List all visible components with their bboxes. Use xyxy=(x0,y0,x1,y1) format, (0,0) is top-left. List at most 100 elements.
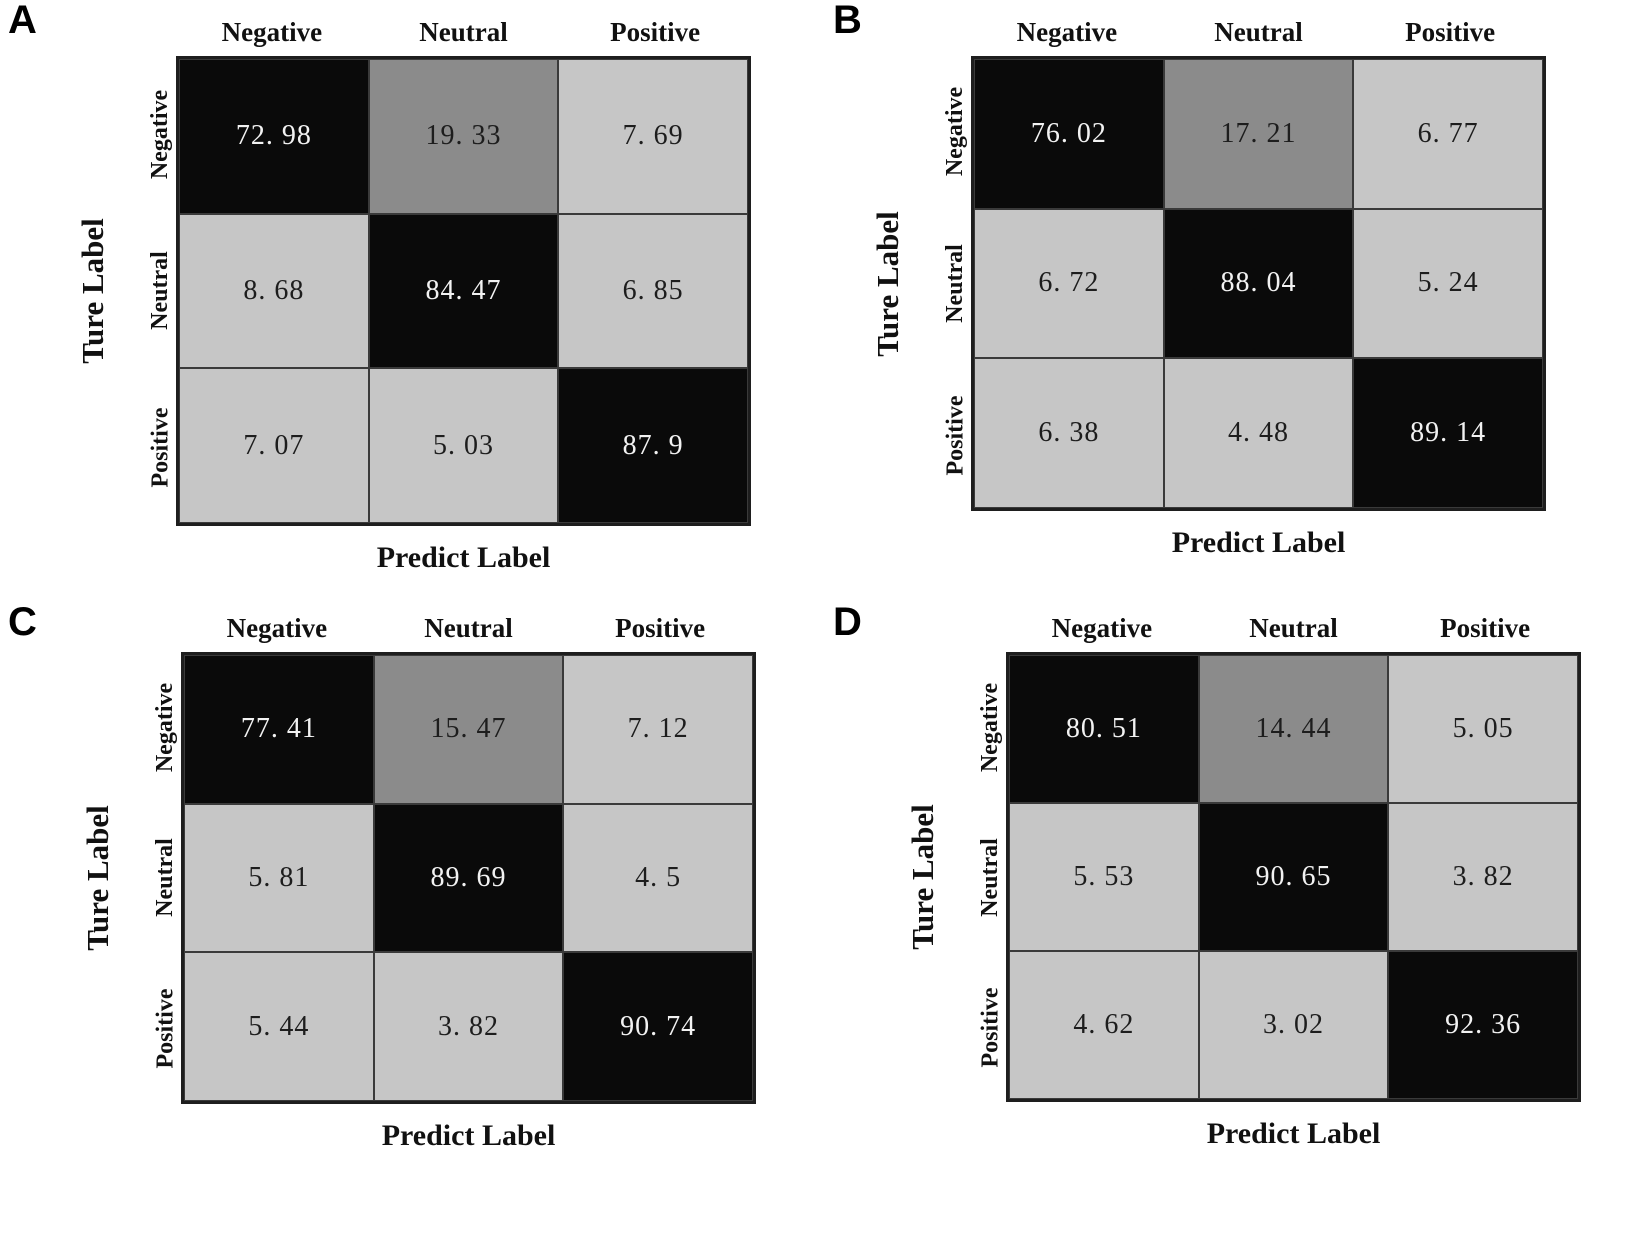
matrix-cell: 3. 02 xyxy=(1198,951,1389,1099)
cell-value: 17. 21 xyxy=(1220,117,1297,149)
column-headers: Negative Neutral Positive xyxy=(1006,604,1581,652)
cell-value: 89. 69 xyxy=(430,861,507,893)
col-header-positive: Positive xyxy=(615,612,706,643)
row-header-negative: Negative xyxy=(942,87,969,177)
matrix-cell: 4. 62 xyxy=(1009,951,1199,1099)
matrix-cell: 5. 44 xyxy=(184,952,374,1101)
matrix-cell: 76. 02 xyxy=(974,59,1164,209)
row-headers: Negative Neutral Positive xyxy=(946,652,1006,1102)
cell-value: 3. 82 xyxy=(1452,861,1514,892)
matrix-cell: 90. 65 xyxy=(1198,803,1389,951)
row-headers: Negative Neutral Positive xyxy=(121,652,181,1104)
cell-value: 6. 72 xyxy=(1038,267,1100,299)
matrix-cell: 92. 36 xyxy=(1388,951,1578,1099)
col-header-positive: Positive xyxy=(1440,612,1531,643)
cell-value: 5. 81 xyxy=(248,861,310,893)
col-header-neutral: Neutral xyxy=(424,612,513,643)
panel-letter-b: B xyxy=(833,0,862,42)
col-header-neutral: Neutral xyxy=(1214,16,1303,47)
matrix-cell: 89. 14 xyxy=(1353,358,1543,508)
plot-d: Negative Neutral Positive Ture Label Neg… xyxy=(900,604,1581,1166)
matrix-cell: 7. 12 xyxy=(563,655,753,804)
cell-value: 89. 14 xyxy=(1410,417,1487,449)
matrix-grid: 72. 98 19. 33 7. 69 8. 68 84. 47 6. 85 7… xyxy=(176,56,751,526)
matrix-cell: 5. 81 xyxy=(184,803,374,953)
cell-value: 19. 33 xyxy=(425,120,502,152)
column-headers: Negative Neutral Positive xyxy=(181,604,756,652)
y-axis-title-text: Ture Label xyxy=(75,218,111,364)
cell-value: 77. 41 xyxy=(240,713,317,745)
row-header-positive: Positive xyxy=(977,987,1004,1067)
panel-letter-a: A xyxy=(8,0,37,42)
col-header-positive: Positive xyxy=(1405,16,1496,47)
matrix-grid: 80. 51 14. 44 5. 05 5. 53 90. 65 3. 82 4… xyxy=(1006,652,1581,1102)
cell-value: 4. 5 xyxy=(635,861,682,893)
matrix-cell: 88. 04 xyxy=(1163,208,1354,359)
col-header-positive: Positive xyxy=(610,16,701,47)
matrix-cell: 6. 72 xyxy=(974,208,1164,359)
cell-value: 6. 85 xyxy=(622,274,684,306)
y-axis-title: Ture Label xyxy=(900,652,946,1102)
col-header-negative: Negative xyxy=(221,16,323,47)
row-header-negative: Negative xyxy=(147,89,174,179)
matrix-cell: 7. 07 xyxy=(179,368,369,523)
row-headers: Negative Neutral Positive xyxy=(911,56,971,511)
cell-value: 7. 07 xyxy=(243,429,305,461)
cell-value: 80. 51 xyxy=(1065,713,1142,744)
x-axis-title: Predict Label xyxy=(1171,526,1346,559)
cell-value: 6. 77 xyxy=(1417,117,1479,149)
matrix-cell: 5. 05 xyxy=(1388,655,1578,803)
panel-d: D Negative Neutral Positive Ture Label N… xyxy=(825,602,1650,1238)
cell-value: 6. 38 xyxy=(1038,417,1100,449)
matrix-cell: 77. 41 xyxy=(184,655,374,804)
matrix-cell: 6. 77 xyxy=(1353,59,1543,209)
row-header-neutral: Neutral xyxy=(942,244,969,323)
cell-value: 87. 9 xyxy=(622,429,684,461)
cell-value: 5. 05 xyxy=(1452,713,1514,744)
cell-value: 76. 02 xyxy=(1030,117,1107,149)
matrix-cell: 80. 51 xyxy=(1009,655,1199,803)
plot-b: Negative Neutral Positive Ture Label Neg… xyxy=(865,8,1546,575)
row-header-negative: Negative xyxy=(977,682,1004,772)
matrix-cell: 6. 85 xyxy=(558,213,748,369)
x-axis-title: Predict Label xyxy=(381,1119,556,1152)
matrix-cell: 17. 21 xyxy=(1163,59,1354,209)
cell-value: 4. 48 xyxy=(1227,417,1289,449)
row-header-negative: Negative xyxy=(152,682,179,772)
col-header-negative: Negative xyxy=(226,612,328,643)
cell-value: 88. 04 xyxy=(1220,267,1297,299)
matrix-cell: 5. 53 xyxy=(1009,803,1199,951)
panel-letter-c: C xyxy=(8,600,37,644)
matrix-cell: 19. 33 xyxy=(368,59,559,214)
panel-c: C Negative Neutral Positive Ture Label N… xyxy=(0,602,825,1238)
y-axis-title: Ture Label xyxy=(865,56,911,511)
row-headers: Negative Neutral Positive xyxy=(116,56,176,526)
matrix-grid: 77. 41 15. 47 7. 12 5. 81 89. 69 4. 5 5.… xyxy=(181,652,756,1104)
cell-value: 7. 69 xyxy=(622,120,684,152)
matrix-cell: 8. 68 xyxy=(179,213,369,369)
col-header-neutral: Neutral xyxy=(1249,612,1338,643)
cell-value: 90. 65 xyxy=(1255,861,1332,892)
y-axis-title: Ture Label xyxy=(70,56,116,526)
matrix-cell: 3. 82 xyxy=(1388,803,1578,951)
cell-value: 8. 68 xyxy=(243,274,305,306)
x-axis-title: Predict Label xyxy=(1206,1117,1381,1150)
matrix-cell: 4. 48 xyxy=(1163,358,1354,508)
y-axis-title-text: Ture Label xyxy=(80,805,116,951)
matrix-cell: 3. 82 xyxy=(373,952,564,1101)
cell-value: 5. 24 xyxy=(1417,267,1479,299)
cell-value: 14. 44 xyxy=(1255,713,1332,744)
panel-a: A Negative Neutral Positive Ture Label N… xyxy=(0,0,825,612)
cell-value: 84. 47 xyxy=(425,274,502,306)
matrix-cell: 14. 44 xyxy=(1198,655,1389,803)
cell-value: 7. 12 xyxy=(627,713,689,745)
matrix-cell: 4. 5 xyxy=(563,803,753,953)
panel-b: B Negative Neutral Positive Ture Label N… xyxy=(825,0,1650,612)
panel-letter-d: D xyxy=(833,600,862,644)
row-header-positive: Positive xyxy=(942,395,969,476)
cell-value: 5. 44 xyxy=(248,1010,310,1042)
matrix-cell: 72. 98 xyxy=(179,59,369,214)
matrix-cell: 5. 03 xyxy=(368,368,559,523)
row-header-neutral: Neutral xyxy=(147,251,174,331)
